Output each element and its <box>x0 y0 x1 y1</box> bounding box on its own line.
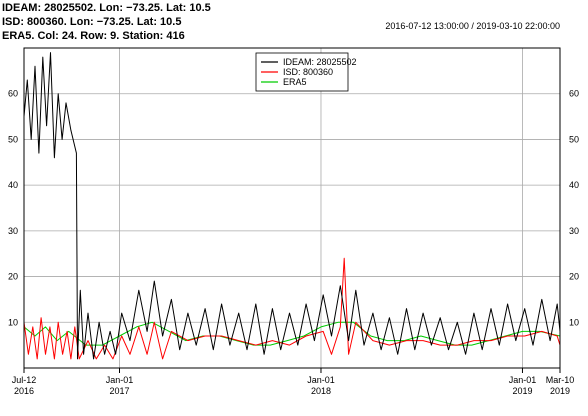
y-tick-left-3: 40 <box>8 180 18 190</box>
series-line-2 <box>23 321 561 346</box>
x-tick-year-2: 2018 <box>311 386 331 396</box>
y-tick-right-3: 40 <box>569 180 579 190</box>
y-tick-right-2: 30 <box>569 226 579 236</box>
date-range-label: 2016-07-12 13:00:00 / 2019-03-10 22:00:0… <box>385 21 560 31</box>
y-tick-right-5: 60 <box>569 89 579 99</box>
y-tick-right-1: 20 <box>569 272 579 282</box>
y-tick-left-0: 10 <box>8 317 18 327</box>
header-isd-line: ISD: 800360. Lon: −73.25. Lat: 10.5 <box>2 16 182 28</box>
plot-frame <box>23 47 561 369</box>
x-tick-year-0: 2016 <box>14 386 34 396</box>
x-tick-year-3: 2019 <box>512 386 532 396</box>
series-lines <box>23 52 561 360</box>
header-ideam-line: IDEAM: 28025502. Lon: −73.25. Lat: 10.5 <box>2 2 211 14</box>
x-tick-label-2: Jan-01 <box>307 375 335 385</box>
y-tick-left-2: 30 <box>8 226 18 236</box>
x-axis-ticks: Jul-122016Jan-012017Jan-012018Jan-012019… <box>12 368 575 396</box>
grid-lines <box>23 48 561 368</box>
x-tick-label-0: Jul-12 <box>12 375 37 385</box>
legend-label-0: IDEAM: 28025502 <box>283 57 357 67</box>
x-tick-year-1: 2017 <box>109 386 129 396</box>
y-axis-ticks: 10 10 20 20 30 30 40 40 50 50 60 60 <box>8 89 579 328</box>
x-tick-label-1: Jan-01 <box>106 375 134 385</box>
x-tick-year-4: 2019 <box>550 386 570 396</box>
series-line-0 <box>23 52 561 360</box>
legend-label-2: ERA5 <box>283 77 307 87</box>
legend-label-1: ISD: 800360 <box>283 67 333 77</box>
header-era5-line: ERA5. Col: 24. Row: 9. Station: 416 <box>2 30 185 42</box>
x-tick-label-4: Mar-10 <box>546 375 575 385</box>
x-tick-label-3: Jan-01 <box>509 375 537 385</box>
y-tick-left-4: 50 <box>8 134 18 144</box>
y-tick-left-1: 20 <box>8 272 18 282</box>
y-tick-left-5: 60 <box>8 89 18 99</box>
y-tick-right-4: 50 <box>569 134 579 144</box>
y-tick-right-0: 10 <box>569 317 579 327</box>
